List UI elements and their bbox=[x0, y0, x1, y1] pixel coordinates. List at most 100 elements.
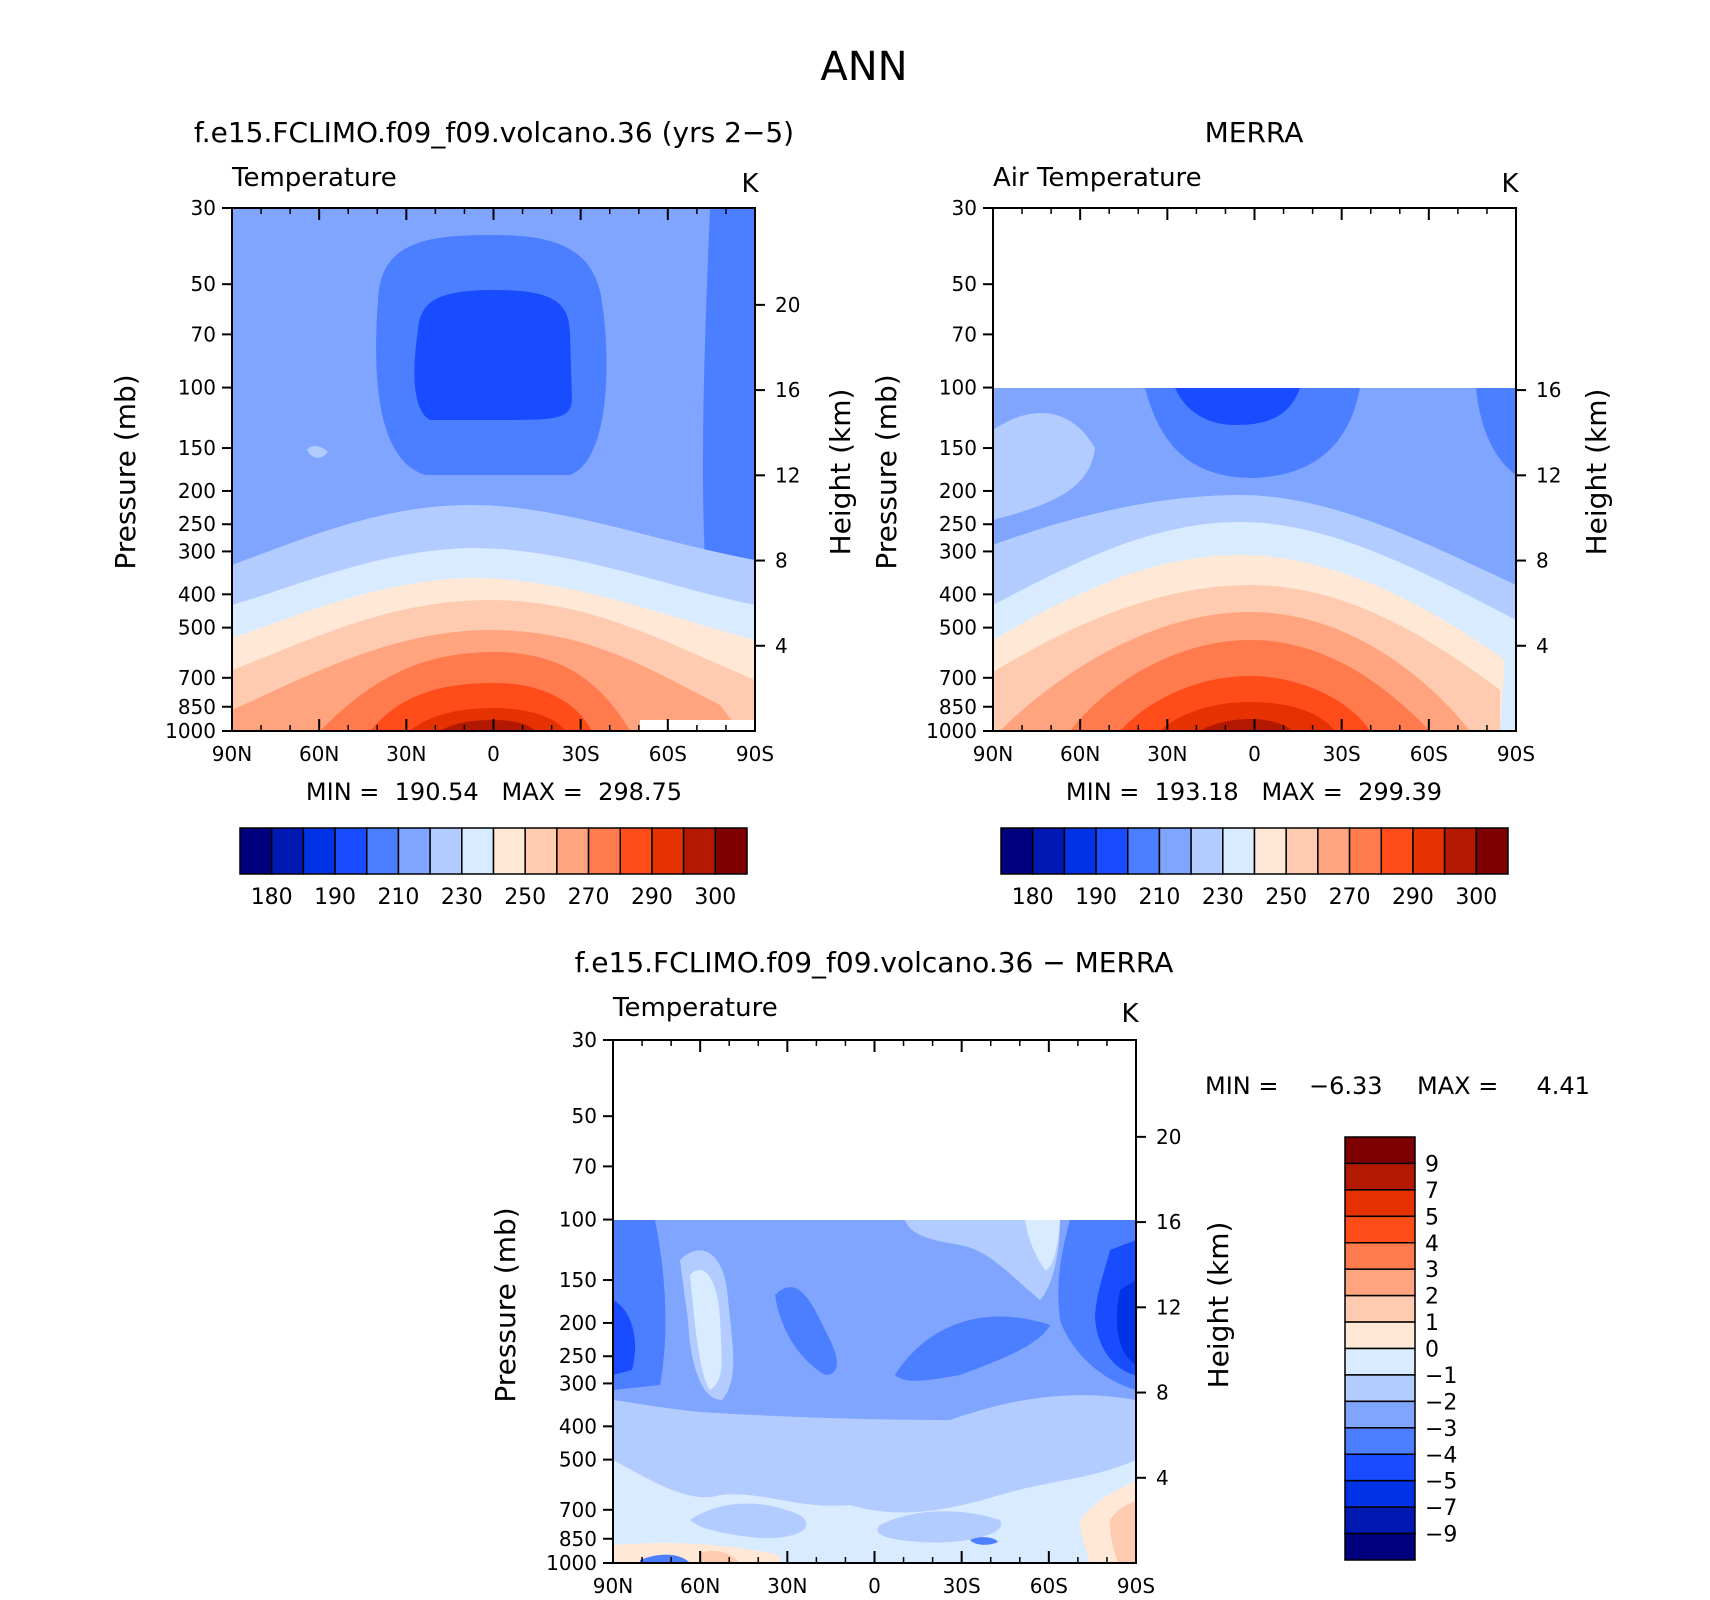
y-right-tick-label: 8 bbox=[1536, 549, 1549, 573]
y-axis-label-right: Height (km) bbox=[824, 389, 857, 556]
x-tick-label: 30S bbox=[943, 1574, 981, 1598]
y-tick-label: 30 bbox=[191, 196, 216, 220]
y-tick-label: 70 bbox=[191, 322, 216, 346]
units-label: K bbox=[741, 169, 759, 199]
y-tick-label: 500 bbox=[559, 1448, 597, 1472]
y-tick-label: 850 bbox=[939, 695, 977, 719]
x-tick-label: 0 bbox=[1248, 742, 1261, 766]
colorbar-label: −4 bbox=[1425, 1443, 1457, 1468]
contour-field bbox=[232, 208, 755, 731]
y-tick-label: 1000 bbox=[546, 1551, 597, 1575]
y-tick-label: 300 bbox=[178, 539, 216, 563]
x-tick-label: 30N bbox=[386, 742, 426, 766]
colorbar-box bbox=[1063, 827, 1097, 875]
x-tick-label: 60S bbox=[1030, 1574, 1068, 1598]
y-right-tick-label: 12 bbox=[1156, 1295, 1181, 1319]
band-blip-neg bbox=[970, 1537, 998, 1545]
colorbar-box bbox=[556, 827, 590, 875]
y-right-tick-label: 16 bbox=[1156, 1210, 1181, 1234]
x-tick-label: 90N bbox=[593, 1574, 633, 1598]
colorbar-label: 210 bbox=[377, 885, 419, 910]
colorbar-box bbox=[1344, 1347, 1416, 1376]
colorbar-box bbox=[397, 827, 431, 875]
colorbar-box bbox=[1344, 1321, 1416, 1350]
colorbar-box bbox=[1158, 827, 1192, 875]
colorbar-box bbox=[239, 827, 273, 875]
band-sp-m3 bbox=[895, 1316, 1050, 1381]
band-low-m1 bbox=[613, 1460, 1136, 1563]
colorbar-box bbox=[619, 827, 653, 875]
colorbar-box bbox=[1344, 1374, 1416, 1403]
colorbar-box bbox=[1344, 1532, 1416, 1561]
y-tick-label: 850 bbox=[178, 695, 216, 719]
y-tick-label: 300 bbox=[939, 539, 977, 563]
colorbar-label: 250 bbox=[504, 885, 546, 910]
min-max: MIN = 190.54 MAX = 298.75 bbox=[306, 778, 682, 806]
panel-title: f.e15.FCLIMO.f09_f09.volcano.36 − MERRA bbox=[575, 946, 1174, 979]
y-tick-label: 250 bbox=[939, 512, 977, 536]
colorbar-label: 2 bbox=[1425, 1285, 1439, 1310]
colorbar-box bbox=[270, 827, 305, 875]
band-298 bbox=[1200, 719, 1292, 731]
y-right-tick-label: 20 bbox=[1156, 1125, 1181, 1149]
y-axis-label-right: Height (km) bbox=[1202, 1222, 1235, 1389]
units-label: K bbox=[1501, 169, 1519, 199]
colorbar-box bbox=[1253, 827, 1287, 875]
units-label: K bbox=[1121, 999, 1139, 1029]
band-sfc-pos2 bbox=[700, 1550, 740, 1563]
colorbar-label: −1 bbox=[1425, 1364, 1457, 1389]
colorbar-label: 270 bbox=[1329, 885, 1371, 910]
y-tick-label: 400 bbox=[178, 582, 216, 606]
band-upper-m2 bbox=[613, 1220, 1136, 1420]
colorbar-label: 290 bbox=[1392, 885, 1434, 910]
band-sfc-neg bbox=[640, 1554, 690, 1563]
y-tick-label: 50 bbox=[572, 1104, 597, 1128]
colorbar-label: −3 bbox=[1425, 1417, 1457, 1442]
colorbar-box bbox=[1344, 1400, 1416, 1429]
colorbar-box bbox=[1344, 1453, 1416, 1482]
y-tick-label: 100 bbox=[178, 376, 216, 400]
y-tick-label: 150 bbox=[559, 1268, 597, 1292]
colorbar-box bbox=[1344, 1268, 1416, 1297]
colorbar: 180 190 210 230 250 270 290 300 bbox=[239, 827, 748, 910]
band-sp-warm2 bbox=[1025, 1220, 1060, 1270]
y-tick-label: 250 bbox=[178, 512, 216, 536]
colorbar-box bbox=[587, 827, 621, 875]
colorbar-label: −2 bbox=[1425, 1390, 1457, 1415]
y-tick-label: 1000 bbox=[926, 719, 977, 743]
x-tick-label: 0 bbox=[487, 742, 500, 766]
colorbar-box bbox=[1344, 1189, 1416, 1218]
colorbar-box bbox=[524, 827, 558, 875]
panel-model: f.e15.FCLIMO.f09_f09.volcano.36 (yrs 2−5… bbox=[109, 116, 857, 910]
x-tick-label: 30N bbox=[767, 1574, 807, 1598]
x-tick-label: 30N bbox=[1147, 742, 1187, 766]
x-tick-label: 60N bbox=[680, 1574, 720, 1598]
colorbar-box bbox=[682, 827, 717, 875]
colorbar-box bbox=[429, 827, 463, 875]
colorbar-box bbox=[1412, 827, 1446, 875]
colorbar-box bbox=[1443, 827, 1478, 875]
y-tick-label: 70 bbox=[952, 322, 977, 346]
colorbar-label: 300 bbox=[1455, 885, 1497, 910]
y-tick-label: 50 bbox=[191, 272, 216, 296]
colorbar-box bbox=[1344, 1162, 1416, 1191]
y-right-tick-label: 8 bbox=[775, 549, 788, 573]
y-right-tick-label: 8 bbox=[1156, 1381, 1169, 1405]
colorbar-box bbox=[1285, 827, 1319, 875]
contour-field bbox=[993, 388, 1516, 731]
colorbar-label: −7 bbox=[1425, 1496, 1457, 1521]
figure-title: ANN bbox=[820, 44, 907, 90]
y-right-tick-label: 12 bbox=[775, 463, 800, 487]
colorbar-box bbox=[1344, 1479, 1416, 1508]
y-tick-label: 300 bbox=[559, 1371, 597, 1395]
colorbar-label: 4 bbox=[1425, 1232, 1439, 1257]
colorbar-box bbox=[1095, 827, 1129, 875]
colorbar-box bbox=[461, 827, 495, 875]
colorbar-box bbox=[366, 827, 400, 875]
x-tick-label: 30S bbox=[562, 742, 600, 766]
colorbar-label: 180 bbox=[251, 885, 293, 910]
colorbar-box bbox=[1031, 827, 1066, 875]
band-sp-jet bbox=[702, 208, 755, 560]
colorbar-box bbox=[1380, 827, 1414, 875]
